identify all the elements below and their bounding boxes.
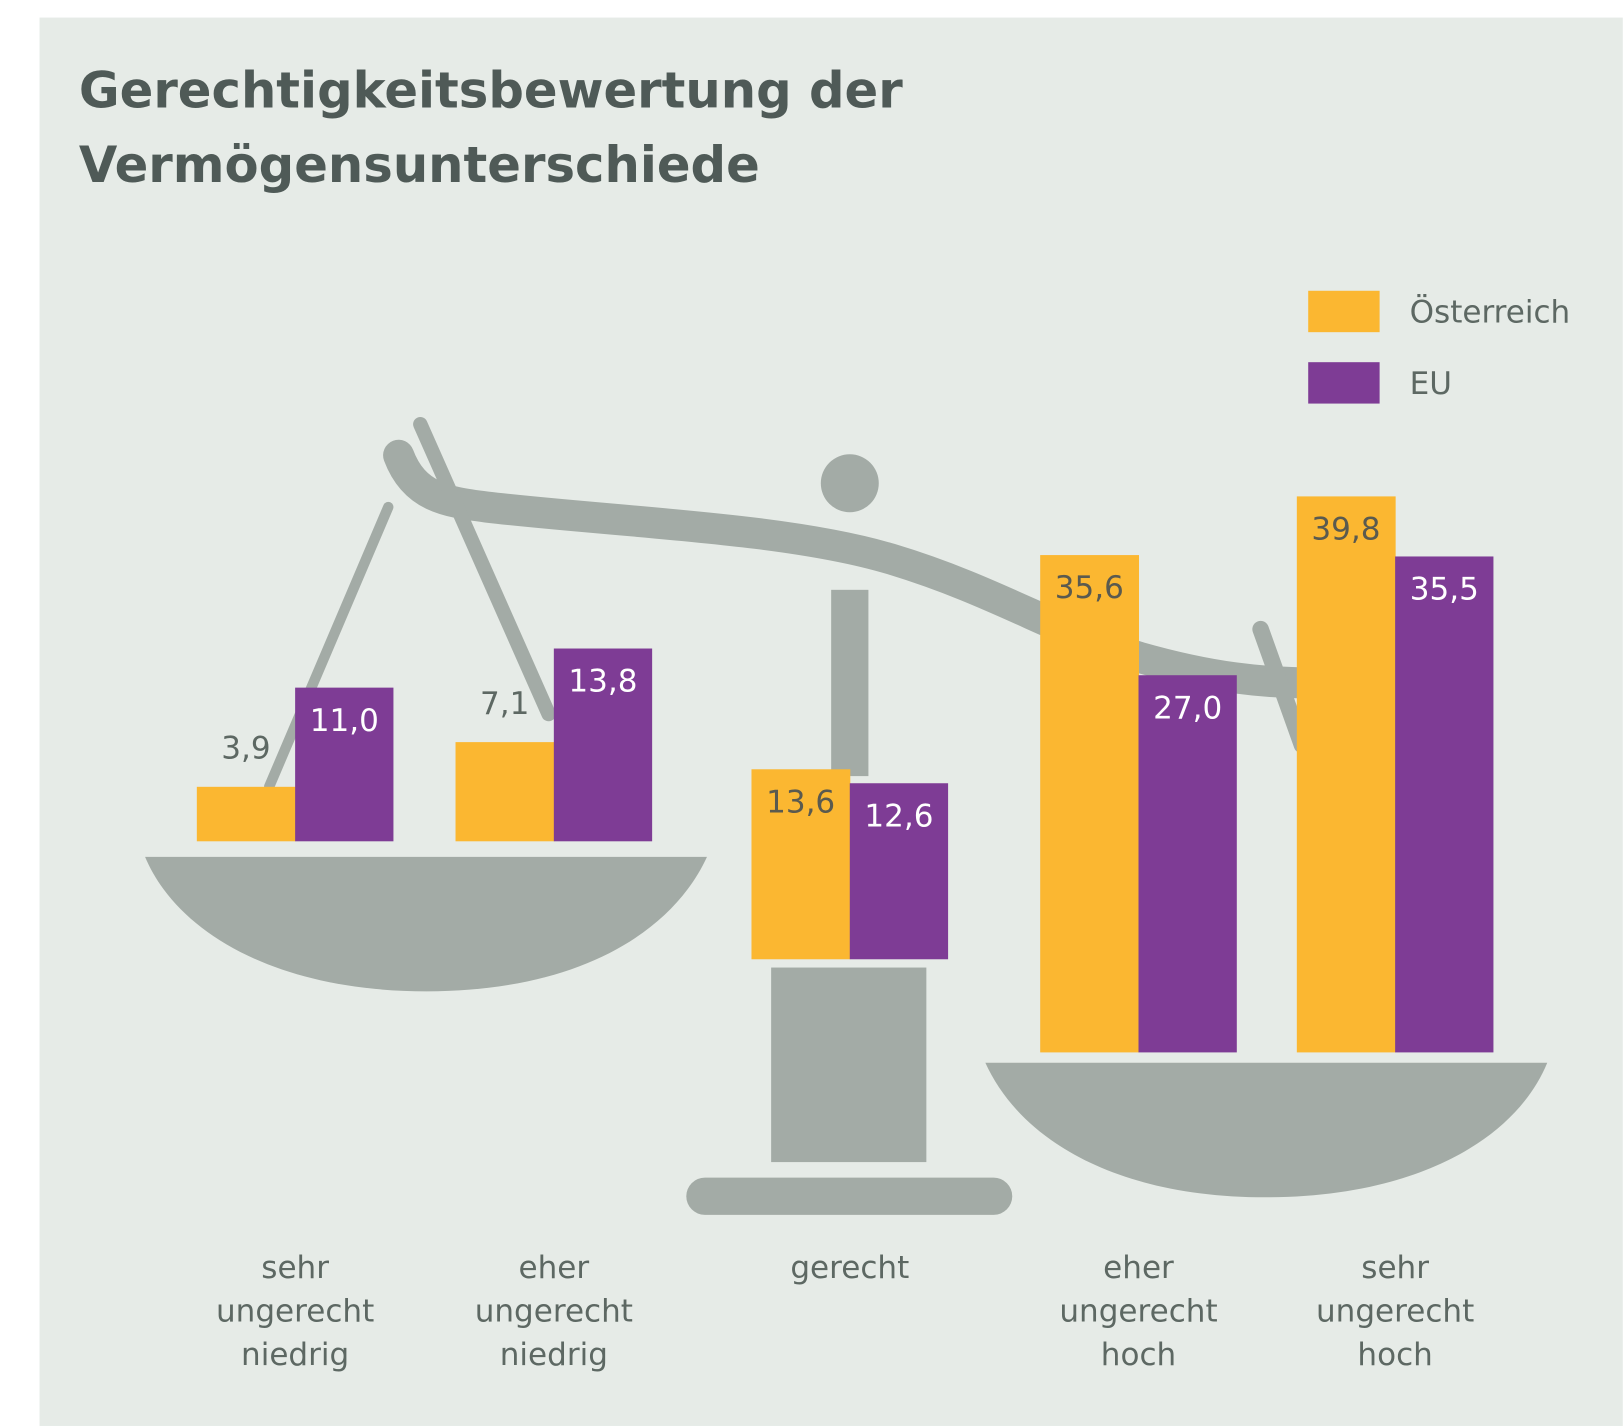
- x-tick-label: sehr ungerecht niedrig: [202, 1247, 388, 1377]
- x-label-box: sehr ungerecht hoch: [1250, 1247, 1540, 1392]
- value-label: 27,0: [1153, 690, 1222, 726]
- legend-swatch: [1308, 291, 1379, 332]
- x-label-box: eher ungerecht niedrig: [409, 1247, 699, 1392]
- value-label: 11,0: [310, 703, 379, 739]
- x-tick-label: gerecht: [757, 1247, 943, 1290]
- x-label-box: gerecht: [705, 1247, 995, 1392]
- legend-label: Österreich: [1410, 293, 1571, 331]
- bar: [456, 742, 555, 841]
- x-tick-label: eher ungerecht hoch: [1045, 1247, 1231, 1377]
- legend-label: EU: [1410, 366, 1452, 402]
- x-tick-label: sehr ungerecht hoch: [1302, 1247, 1488, 1377]
- legend-swatch: [1308, 362, 1379, 403]
- bar: [1040, 555, 1139, 1052]
- x-tick-label: eher ungerecht niedrig: [461, 1247, 647, 1377]
- value-label: 13,6: [766, 784, 835, 820]
- bar: [1138, 675, 1236, 1052]
- value-label: 7,1: [480, 686, 529, 722]
- x-label-box: sehr ungerecht niedrig: [150, 1247, 440, 1392]
- value-label: 3,9: [221, 731, 270, 767]
- value-label: 35,5: [1410, 572, 1479, 608]
- value-label: 13,8: [568, 664, 637, 700]
- value-label: 35,6: [1055, 570, 1124, 606]
- x-label-box: eher ungerecht hoch: [994, 1247, 1284, 1392]
- value-label: 12,6: [864, 798, 933, 834]
- bar: [1297, 496, 1396, 1052]
- bar: [1395, 556, 1493, 1052]
- chart: Gerechtigkeitsbewertung der Vermögensunt…: [0, 0, 1623, 1427]
- chart-title: Gerechtigkeitsbewertung der Vermögensunt…: [79, 54, 928, 203]
- title-box: Gerechtigkeitsbewertung der Vermögensunt…: [79, 54, 1010, 220]
- value-label: 39,8: [1311, 512, 1380, 548]
- bar: [197, 787, 296, 841]
- page: Gerechtigkeitsbewertung der Vermögensunt…: [0, 0, 1623, 1427]
